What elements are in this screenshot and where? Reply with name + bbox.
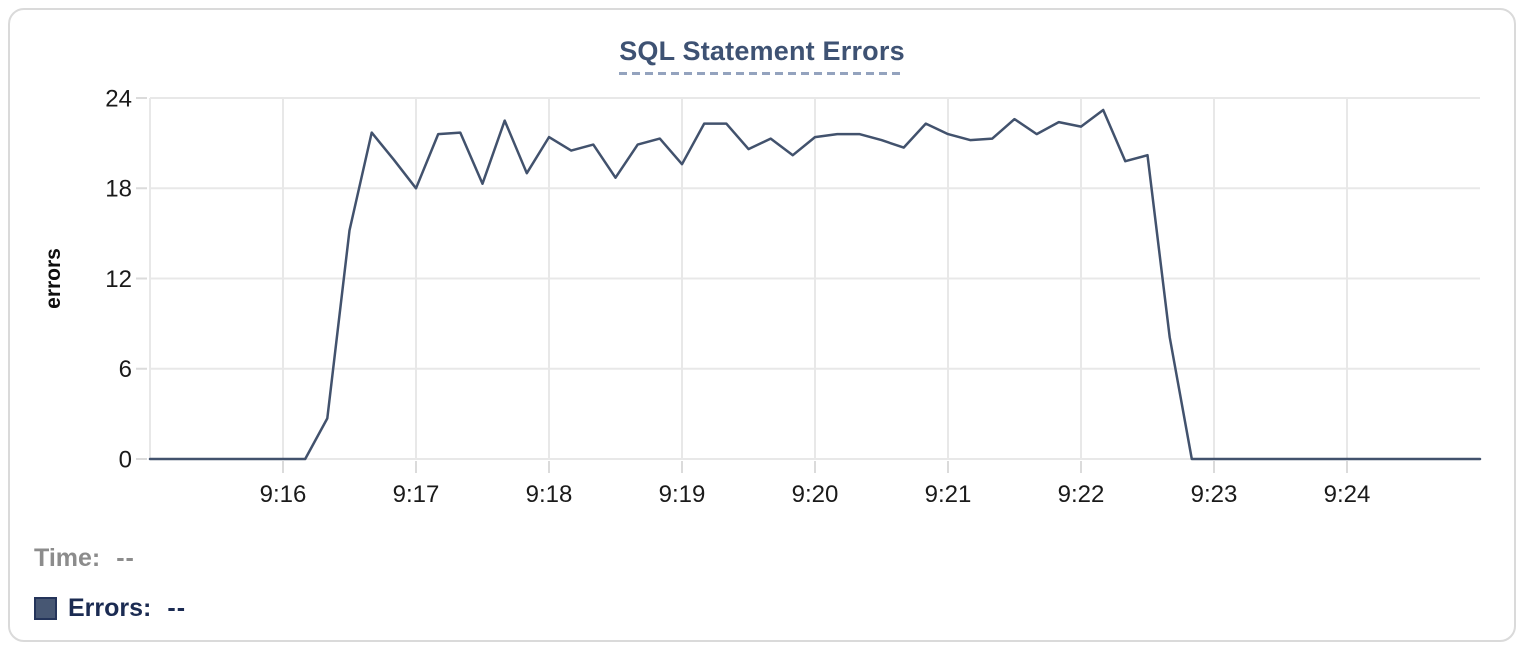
x-tick-label: 9:18 [526,481,573,508]
x-tick-label: 9:22 [1058,481,1105,508]
y-tick-label: 12 [105,266,132,293]
tooltip-time-label: Time: [34,544,101,572]
x-tick-label: 9:23 [1191,481,1238,508]
x-tick-label: 9:17 [393,481,440,508]
x-tick-label: 9:24 [1324,481,1371,508]
y-tick-label: 24 [105,85,132,112]
y-tick-label: 18 [105,176,132,203]
chart-card: SQL Statement Errors 0 6 12 18 24 9:16 9:17 9:1… [8,8,1516,642]
tooltip-time-value: -- [116,544,135,572]
chart-header: SQL Statement Errors [10,36,1514,75]
tooltip-errors-label: Errors: [68,594,152,622]
title-dashed-underline [619,72,905,75]
y-tick-label: 6 [119,356,132,383]
x-tick-label: 9:20 [792,481,839,508]
y-axis-title: errors [42,248,65,309]
chart-title-block[interactable]: SQL Statement Errors [619,36,905,75]
hover-readout: Time: -- Errors: -- [34,544,186,623]
tooltip-errors-row: Errors: -- [34,594,186,623]
tooltip-errors-value: -- [167,594,187,622]
errors-series-swatch [34,597,57,620]
errors-series-line[interactable] [148,108,1482,461]
y-tick-label: 0 [119,446,132,473]
x-tick-label: 9:21 [925,481,972,508]
tooltip-time-row: Time: -- [34,544,186,573]
x-tick-label: 9:16 [260,481,307,508]
x-tick-label: 9:19 [659,481,706,508]
chart-title[interactable]: SQL Statement Errors [619,36,905,66]
chart-plot-area[interactable]: 0 6 12 18 24 9:16 9:17 9:18 9:19 9:20 9:21 9:22 9:23… [10,10,1528,522]
